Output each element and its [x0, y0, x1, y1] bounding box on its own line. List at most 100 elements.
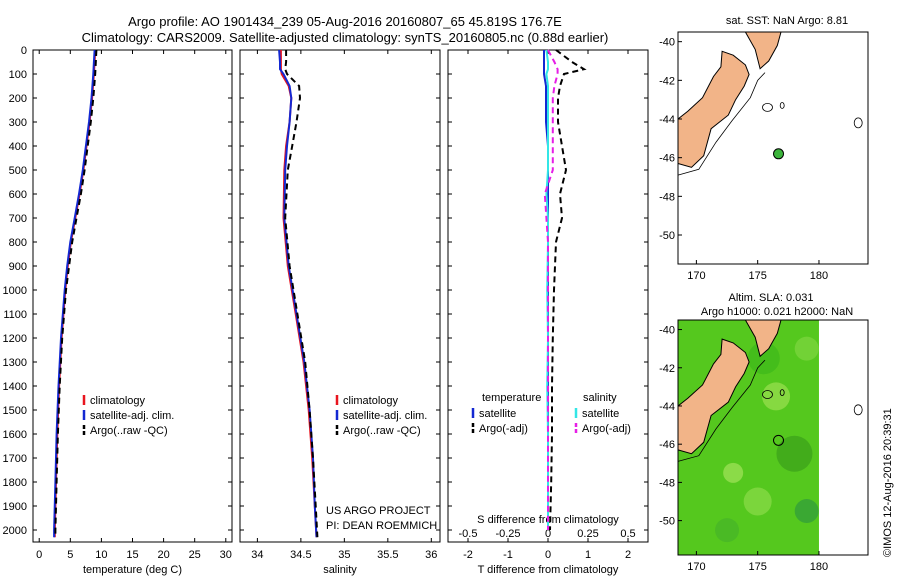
sla-anomaly-patch: [747, 342, 780, 375]
x-tick-label: 34: [251, 549, 263, 561]
x-tick-label: 35.5: [377, 549, 398, 561]
x-tick-label: 175: [748, 561, 766, 573]
depth-contour: [779, 102, 785, 109]
sst-map-panel: sat. SST: NaN Argo: 8.81 170 175 180 -40 -42 -…: [659, 15, 869, 282]
legend-entry: climatology: [90, 395, 146, 407]
series-line-1: [549, 49, 587, 531]
y-tick-label: 200: [9, 93, 27, 105]
depth-contour: [762, 390, 773, 399]
legend-entry: Argo(-adj): [479, 423, 528, 435]
y-tick-label: 700: [9, 213, 27, 225]
map-frame: [677, 319, 869, 556]
x-tick-label: 175: [748, 270, 766, 282]
y-tick-label: 0: [21, 45, 27, 57]
y-tick-label: 2000: [3, 525, 27, 537]
depth-contour: [853, 117, 863, 129]
depth-contour: [853, 404, 863, 416]
y-tick-label: -40: [659, 37, 675, 49]
land-south-island: [677, 338, 750, 455]
x-tick-label: -2: [463, 549, 473, 561]
x-tick-label: 0: [545, 549, 551, 561]
y-tick-label: 400: [9, 141, 27, 153]
series-line-2: [284, 50, 319, 538]
y-tick-label: -44: [659, 401, 675, 413]
x2-tick-label: 0.25: [577, 528, 598, 540]
x-tick-label: 34.5: [290, 549, 311, 561]
x-tick-label: 180: [810, 561, 828, 573]
series-line-2: [54, 49, 98, 538]
y-tick-label: -50: [659, 230, 675, 242]
plot-frame: [32, 49, 233, 543]
depth-contour: [677, 359, 766, 462]
legend-entry: satellite: [479, 408, 516, 420]
sla-anomaly-patch: [762, 382, 791, 411]
figure-title-line2: Climatology: CARS2009. Satellite-adjuste…: [82, 30, 609, 45]
y-tick-label: 1400: [3, 381, 27, 393]
plot-frame: [239, 49, 441, 543]
y-tick-label: 1700: [3, 453, 27, 465]
x-tick-label: 2: [625, 549, 631, 561]
x-tick-label: 170: [687, 270, 705, 282]
x-tick-label: 5: [67, 549, 73, 561]
legend-entry: Argo(..raw -QC): [343, 425, 421, 437]
x-tick-label: 35: [338, 549, 350, 561]
y-tick-label: -46: [659, 153, 675, 165]
y-tick-label: 800: [9, 237, 27, 249]
legend-entry: satellite-adj. clim.: [343, 410, 427, 422]
sla-anomaly-patch: [776, 435, 813, 472]
sla-anomaly-patch: [794, 336, 819, 361]
x-tick-label: -1: [503, 549, 513, 561]
y-tick-label: -50: [659, 516, 675, 528]
series-line-1: [53, 49, 96, 538]
temperature-panel: 0100200300400500600700800900100011001200…: [3, 45, 233, 576]
y-tick-label: -48: [659, 477, 675, 489]
imos-timestamp: ©IMOS 12-Aug-2016 20:39:31: [882, 408, 894, 557]
series-line-3: [543, 49, 559, 530]
x2-tick-label: -0.25: [495, 528, 520, 540]
project-label: US ARGO PROJECT: [326, 505, 431, 517]
x2-tick-label: 0: [545, 528, 551, 540]
pi-label: PI: DEAN ROEMMICH: [326, 520, 437, 532]
map-background: [678, 32, 868, 264]
x-tick-label: 15: [126, 549, 138, 561]
sla-anomaly-patch: [715, 518, 740, 543]
depth-contour: [779, 389, 785, 397]
x-axis-label: temperature (deg C): [83, 564, 182, 576]
salinity-panel: 34 34.5 35 35.5 36 salinity climatology satelli…: [239, 49, 441, 576]
y-tick-label: -42: [659, 75, 675, 87]
y-tick-label: 1200: [3, 333, 27, 345]
x-tick-label: 170: [687, 561, 705, 573]
x-tick-label: 20: [157, 549, 169, 561]
x-tick-label: 30: [220, 549, 232, 561]
legend-entry: satellite-adj. clim.: [90, 410, 174, 422]
x2-tick-label: -0.5: [459, 528, 478, 540]
sla-map-title-line1: Altim. SLA: 0.031: [729, 292, 814, 304]
sla-anomaly-patch: [743, 487, 772, 516]
y-tick-label: 500: [9, 165, 27, 177]
y-tick-label: 1600: [3, 429, 27, 441]
x-tick-label: 180: [810, 270, 828, 282]
series-line-2: [545, 49, 550, 530]
y-tick-label: 1500: [3, 405, 27, 417]
y-tick-label: 1900: [3, 501, 27, 513]
x-tick-label: 1: [585, 549, 591, 561]
y-tick-label: 900: [9, 261, 27, 273]
y-tick-label: -44: [659, 114, 675, 126]
sla-map-title-line2: Argo h1000: 0.021 h2000: NaN: [701, 306, 853, 318]
sla-anomaly-patch: [723, 462, 744, 483]
x-tick-label: 25: [189, 549, 201, 561]
x2-tick-label: 0.5: [620, 528, 635, 540]
legend-entry: Argo(-adj): [582, 423, 631, 435]
legend-entry: Argo(..raw -QC): [90, 425, 168, 437]
y-tick-label: 300: [9, 117, 27, 129]
difference-panel: -2 -1 0 1 2 T difference from climatology -0.5…: [447, 49, 649, 576]
legend-title-salinity: salinity: [583, 392, 617, 404]
land-south-island: [677, 50, 750, 168]
y-tick-label: 100: [9, 69, 27, 81]
y-tick-label: -40: [659, 325, 675, 337]
x-axis-label: T difference from climatology: [478, 564, 619, 576]
figure-title-line1: Argo profile: AO 1901434_239 05-Aug-2016…: [128, 14, 562, 29]
x-tick-label: 10: [95, 549, 107, 561]
y-tick-label: 1000: [3, 285, 27, 297]
